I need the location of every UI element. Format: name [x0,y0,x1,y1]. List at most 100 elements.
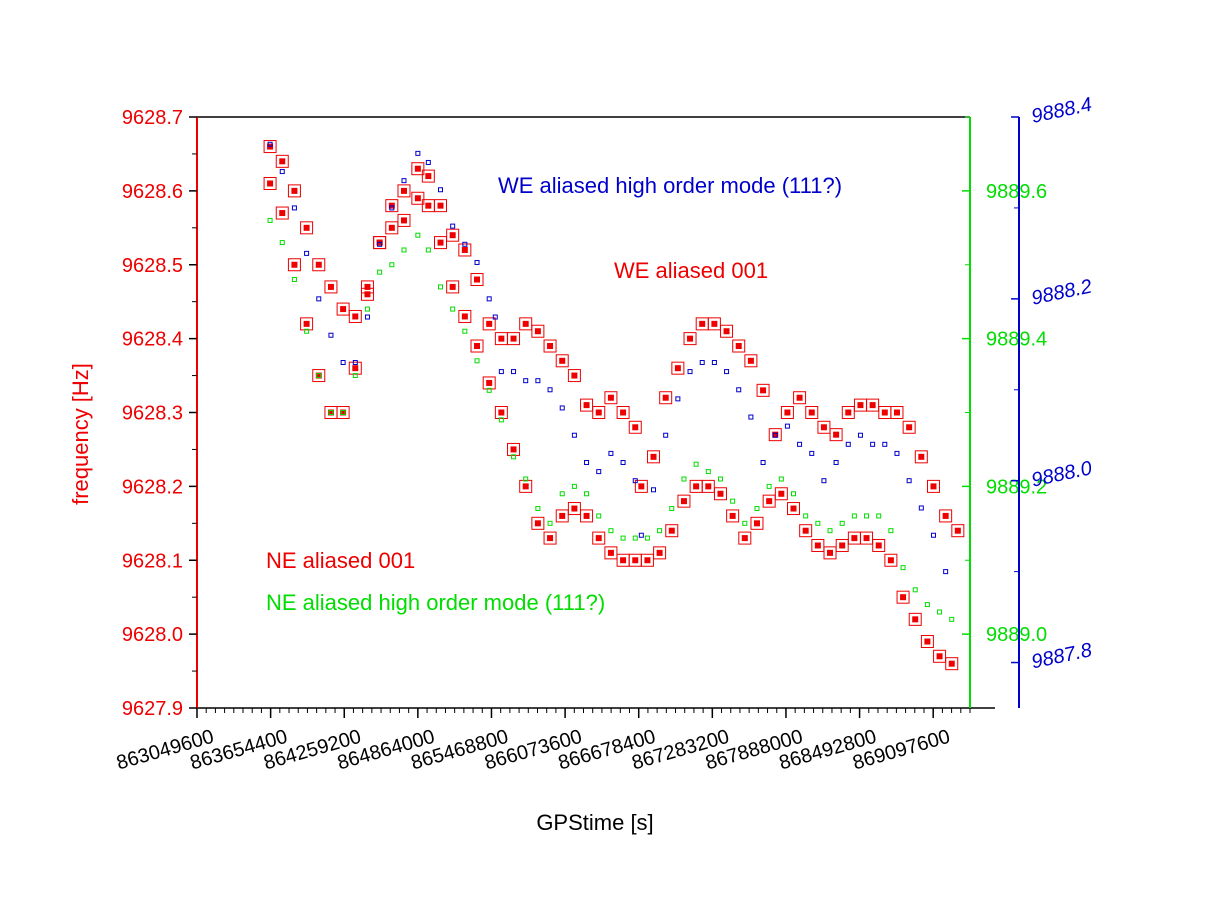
data-point [839,520,845,526]
legend-label-ne-001: NE aliased 001 [266,548,415,573]
data-point [738,531,752,545]
data-point [896,590,910,604]
data-point [300,221,314,235]
legend-label-we-001: WE aliased 001 [614,258,768,283]
data-point [756,383,770,397]
data-point [821,478,827,484]
data-point-fill [887,557,894,564]
data-point [914,450,928,464]
data-point-fill [327,283,334,290]
data-point-fill [760,387,767,394]
data-point [937,609,943,615]
data-point-fill [620,409,627,416]
data-point-fill [900,594,907,601]
data-point [458,243,472,257]
data-point [584,491,590,497]
data-point-fill [638,483,645,490]
data-point-fill [315,372,322,379]
data-point [827,528,833,534]
data-point [663,432,669,438]
data-point [377,269,383,275]
data-point-fill [449,283,456,290]
data-point [324,280,338,294]
data-point [433,199,447,213]
data-point [647,450,661,464]
data-point-fill [863,535,870,542]
data-point [446,228,460,242]
data-point [458,309,472,323]
data-point [275,154,289,168]
data-point [669,506,675,512]
data-point [340,410,346,415]
data-point-fill [644,557,651,564]
data-point [580,398,594,412]
data-point [411,191,425,205]
data-point-fill [808,409,815,416]
y-tick-label: 9628.4 [122,329,183,351]
data-point-fill [583,402,590,409]
y-tick-label: 9628.3 [122,403,183,425]
data-point-fill [784,409,791,416]
x-axis: 8630496008636544008642592008648640008654… [114,708,971,774]
data-point [470,273,484,287]
data-point [809,450,815,456]
data-point [437,187,443,193]
data-point [675,396,681,402]
data-point [389,262,395,268]
y-tick-label: 9628.0 [122,624,183,646]
data-point [470,339,484,353]
data-point-fill [607,394,614,401]
data-point [364,306,370,312]
data-point [300,317,314,331]
data-point [584,460,590,466]
data-point [780,406,794,419]
y-axis-title: frequency [Hz] [68,363,93,505]
data-point [304,250,310,256]
data-point-fill [711,320,718,327]
data-point [888,528,894,534]
data-point [543,531,557,545]
data-point [592,406,606,419]
data-point [364,314,370,320]
series-layer [263,140,965,671]
data-point [803,513,809,519]
data-point-fill [279,210,286,217]
data-point [377,241,383,247]
data-point-fill [851,535,858,542]
data-point [312,258,326,272]
data-point [933,649,947,663]
data-point-fill [693,483,700,490]
data-point-fill [753,520,760,527]
data-point-fill [656,549,663,556]
data-point [949,616,955,622]
data-point-fill [559,512,566,519]
data-point [519,317,533,331]
data-point-fill [547,535,554,542]
data-point-fill [948,660,955,667]
data-point [851,513,857,519]
data-point [894,450,900,456]
data-point [681,476,687,482]
data-point-fill [583,512,590,519]
data-point [730,498,736,504]
data-point [701,479,715,493]
data-point [744,354,758,368]
data-point-fill [778,490,785,497]
data-point [811,538,825,552]
data-point-fill [559,357,566,364]
data-point-fill [650,453,657,460]
data-point [555,354,569,368]
data-point-fill [699,320,706,327]
series-1 [263,140,965,538]
data-point [805,406,819,419]
data-point [920,635,934,649]
y3-tick-label: 9888.0 [1029,457,1093,491]
data-point [705,469,711,475]
data-point [797,441,803,447]
data-point [699,359,705,365]
data-point-fill [687,335,694,342]
data-point [348,361,362,375]
data-point [620,535,626,541]
data-point-fill [291,187,298,194]
data-point [411,162,425,176]
